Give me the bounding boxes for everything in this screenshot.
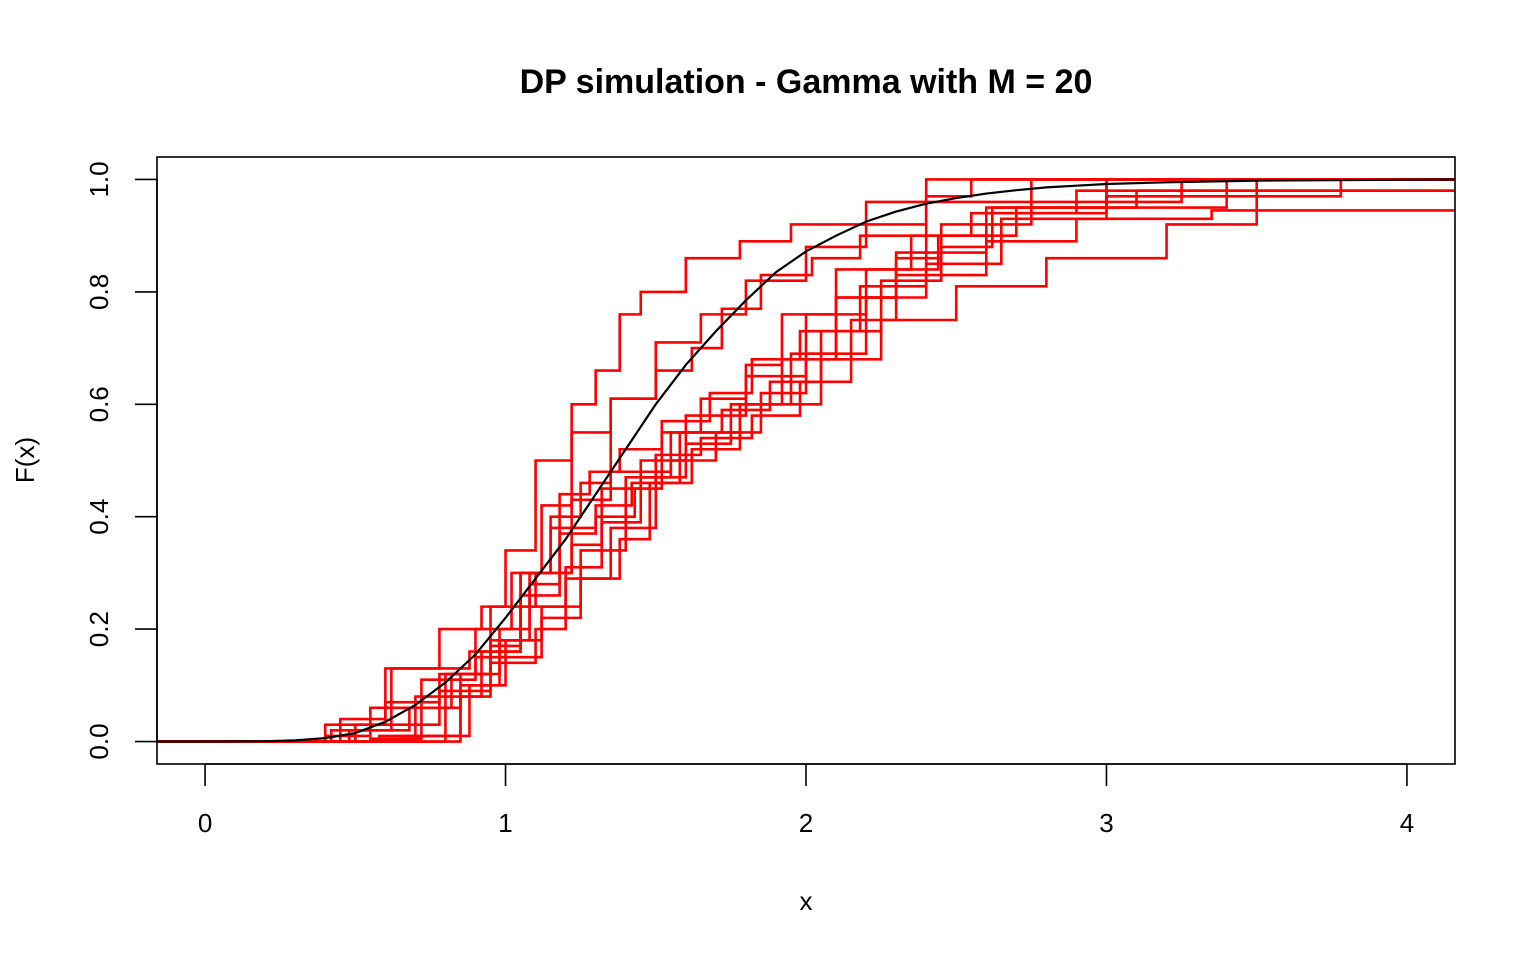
y-tick-label: 0.8: [84, 274, 114, 310]
simulation-line: [157, 189, 1455, 743]
simulation-line: [157, 178, 1455, 743]
reference-cdf-line: [157, 178, 1455, 743]
y-axis-label: F(x): [10, 437, 40, 483]
simulation-line: [157, 209, 1455, 743]
y-tick-label: 0.4: [84, 499, 114, 535]
y-tick-label: 0.2: [84, 611, 114, 647]
chart-title: DP simulation - Gamma with M = 20: [520, 63, 1093, 101]
x-tick-label: 2: [799, 808, 813, 838]
y-tick-label: 1.0: [84, 161, 114, 197]
x-axis-label: x: [800, 886, 813, 916]
y-tick-label: 0.0: [84, 723, 114, 759]
y-axis: 0.0 0.2 0.4 0.6 0.8 1.0: [84, 161, 158, 760]
simulation-line: [157, 178, 1455, 743]
x-tick-label: 1: [498, 808, 512, 838]
simulation-line: [157, 178, 1455, 743]
simulation-line: [157, 178, 1455, 743]
x-tick-label: 3: [1099, 808, 1113, 838]
x-axis: 0 1 2 3 4: [198, 763, 1414, 838]
simulation-line: [157, 178, 1455, 743]
x-tick-label: 0: [198, 808, 212, 838]
simulation-line: [157, 178, 1455, 743]
simulation-line: [157, 189, 1455, 743]
x-tick-label: 4: [1400, 808, 1414, 838]
plot-area: [157, 178, 1455, 743]
y-tick-label: 0.6: [84, 386, 114, 422]
